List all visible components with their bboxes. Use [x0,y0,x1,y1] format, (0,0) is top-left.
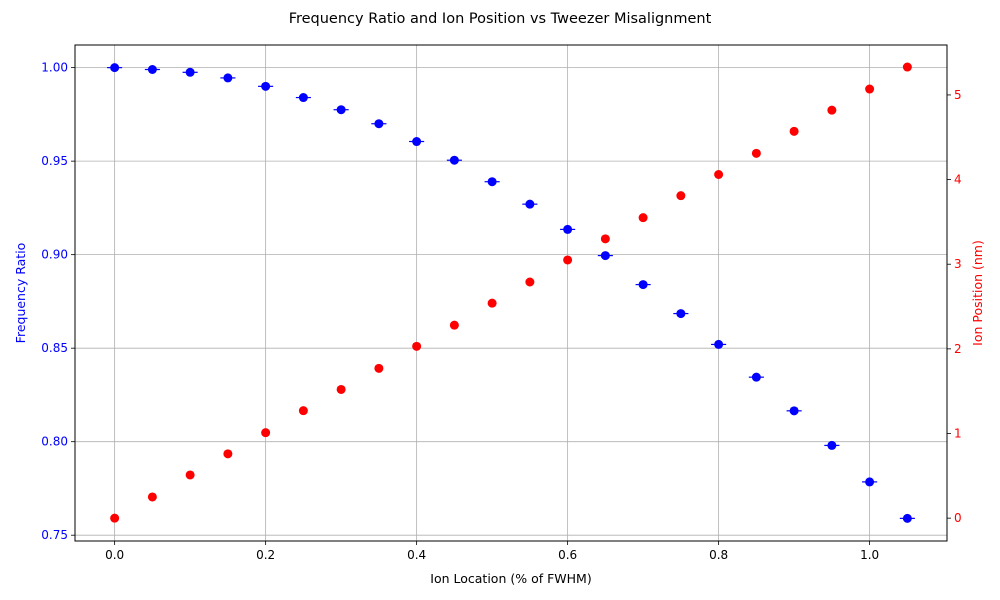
ion-position-point [374,363,384,373]
ion-position-point [865,84,875,94]
left-y-tick-label: 1.00 [41,61,68,75]
frequency-ratio-point [600,251,610,261]
ion-position-point [223,449,233,459]
chart-title: Frequency Ratio and Ion Position vs Twee… [289,11,712,27]
ion-position-point [751,148,761,158]
x-axis: 0.0 0.2 0.4 0.6 0.8 1.0 [105,541,879,562]
ion-position-series [110,62,912,523]
x-tick-label: 0.6 [558,548,577,562]
frequency-ratio-point [449,155,459,165]
right-y-tick-label: 1 [954,427,962,441]
frequency-ratio-point [374,119,384,129]
x-tick-label: 0.0 [105,548,124,562]
x-tick-label: 0.8 [709,548,728,562]
right-y-tick-label: 2 [954,342,962,356]
frequency-ratio-point [902,513,912,523]
frequency-ratio-point [525,199,535,209]
ion-position-point [789,126,799,136]
x-tick-label: 0.2 [256,548,275,562]
left-y-tick-label: 0.80 [41,435,68,449]
ion-position-point [110,513,120,523]
frequency-ratio-point [563,224,573,234]
x-tick-label: 0.4 [407,548,426,562]
frequency-ratio-point [751,372,761,382]
right-y-axis-label: Ion Position (nm) [970,240,985,346]
ion-position-point [261,428,271,438]
data-points [107,62,915,523]
frequency-ratio-point [827,440,837,450]
right-y-tick-label: 3 [954,257,962,271]
ion-position-point [600,234,610,244]
right-y-axis: 0 1 2 3 4 5 [947,88,962,525]
right-y-tick-label: 0 [954,511,962,525]
ion-position-point [412,341,422,351]
frequency-ratio-point [110,63,120,73]
x-tick-label: 1.0 [860,548,879,562]
frequency-ratio-point [638,280,648,290]
ion-position-point [487,298,497,308]
frequency-ratio-series [107,63,915,523]
left-y-tick-label: 0.90 [41,248,68,262]
frequency-ratio-point [223,73,233,83]
ion-position-point [336,384,346,394]
left-y-axis-label: Frequency Ratio [13,243,28,344]
frequency-ratio-point [261,81,271,91]
frequency-ratio-point [487,177,497,187]
frequency-ratio-point [185,67,195,77]
ion-position-point [449,320,459,330]
ion-position-point [714,170,724,180]
frequency-ratio-point [676,309,686,319]
left-y-axis: 0.75 0.80 0.85 0.90 0.95 1.00 [41,61,75,542]
frequency-ratio-point [714,339,724,349]
ion-position-point [185,470,195,480]
ion-position-point [525,277,535,287]
left-y-tick-label: 0.85 [41,341,68,355]
ion-position-point [902,62,912,72]
ion-position-point [563,255,573,265]
ion-position-point [298,406,308,416]
right-y-tick-label: 5 [954,88,962,102]
ion-position-point [676,191,686,201]
frequency-ratio-point [336,105,346,115]
frequency-ratio-point [298,93,308,103]
x-axis-label: Ion Location (% of FWHM) [430,571,591,586]
right-y-tick-label: 4 [954,173,962,187]
left-y-tick-label: 0.95 [41,154,68,168]
plot-frame [74,44,948,542]
left-y-tick-label: 0.75 [41,528,68,542]
frequency-ratio-point [789,406,799,416]
grid-lines [75,45,947,541]
ion-position-point [827,105,837,115]
ion-position-point [147,492,157,502]
frequency-ratio-point [865,477,875,487]
frequency-ratio-point [412,137,422,147]
frequency-ratio-point [147,65,157,75]
ion-position-point [638,213,648,223]
